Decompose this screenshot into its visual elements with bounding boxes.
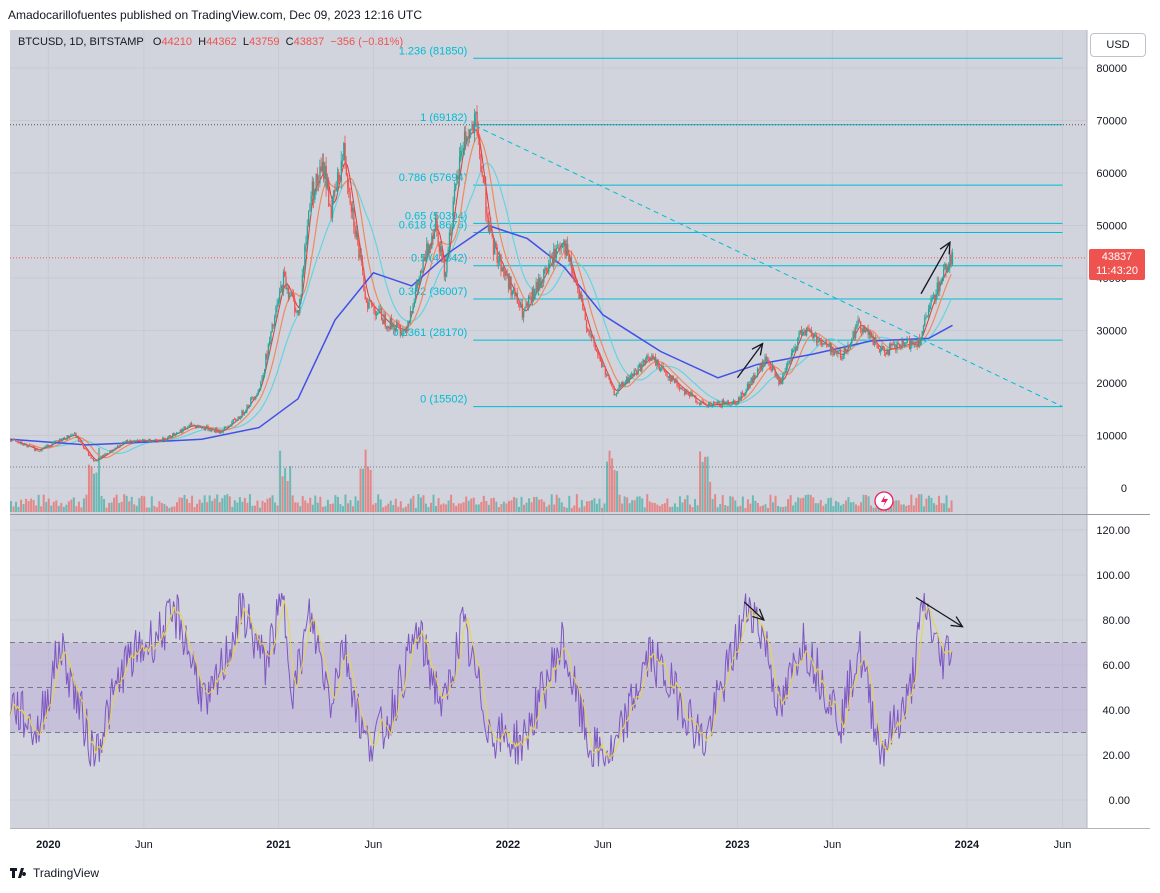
main-y-tick-label: 60000 [1096,168,1127,180]
rsi-y-tick-label: 100.00 [1096,570,1130,582]
rsi-y-tick-label: 120.00 [1096,525,1130,537]
x-tick-label: 2023 [725,839,749,851]
open-value: 44210 [161,36,193,48]
symbol-name[interactable]: BTCUSD, 1D, BITSTAMP [18,36,144,48]
low-value: 43759 [248,36,280,48]
last-price: 43837 [1101,251,1133,263]
change-value: −356 (−0.81%) [330,36,404,48]
main-y-tick-label: 70000 [1096,116,1127,128]
x-tick-label: Jun [594,839,612,851]
main-y-tick-label: 50000 [1096,221,1127,233]
price-pane[interactable] [10,30,1087,514]
x-tick-label: 2020 [36,839,60,851]
rsi-y-tick-label: 20.00 [1102,750,1130,762]
rsi-y-tick-label: 60.00 [1102,660,1130,672]
bar-countdown: 11:43:20 [1095,265,1138,277]
footer: TradingView [10,866,99,880]
high-value: 44362 [206,36,237,48]
main-y-tick-label: 0 [1121,483,1127,495]
ohlc-legend: BTCUSD, 1D, BITSTAMP O44210 H44362 L4375… [18,36,403,48]
close-value: 43837 [293,36,325,48]
currency-button[interactable]: USD [1090,33,1146,57]
main-y-tick-label: 80000 [1096,63,1127,75]
open-label: O [152,36,162,48]
x-tick-label: Jun [135,839,153,851]
low-label: L [242,36,249,48]
tradingview-logo-icon [10,866,28,880]
last-price-tag: 43837 11:43:20 [1089,249,1145,280]
rsi-y-tick-label: 80.00 [1102,615,1130,627]
main-y-tick-label: 30000 [1096,326,1127,338]
x-tick-label: Jun [365,839,383,851]
published-caption: Amadocarillofuentes published on Trading… [8,8,423,22]
main-y-tick-label: 20000 [1096,378,1127,390]
rsi-y-tick-label: 40.00 [1102,705,1130,717]
x-tick-label: 2024 [955,839,980,851]
x-tick-label: Jun [1054,839,1072,851]
x-tick-label: 2022 [496,839,520,851]
main-y-tick-label: 10000 [1096,431,1127,443]
rsi-pane[interactable] [10,515,1087,828]
close-label: C [285,36,294,48]
x-tick-label: 2021 [266,839,290,851]
high-label: H [198,36,207,48]
x-tick-label: Jun [823,839,841,851]
rsi-y-tick-label: 0.00 [1109,795,1130,807]
footer-brand: TradingView [33,866,100,880]
